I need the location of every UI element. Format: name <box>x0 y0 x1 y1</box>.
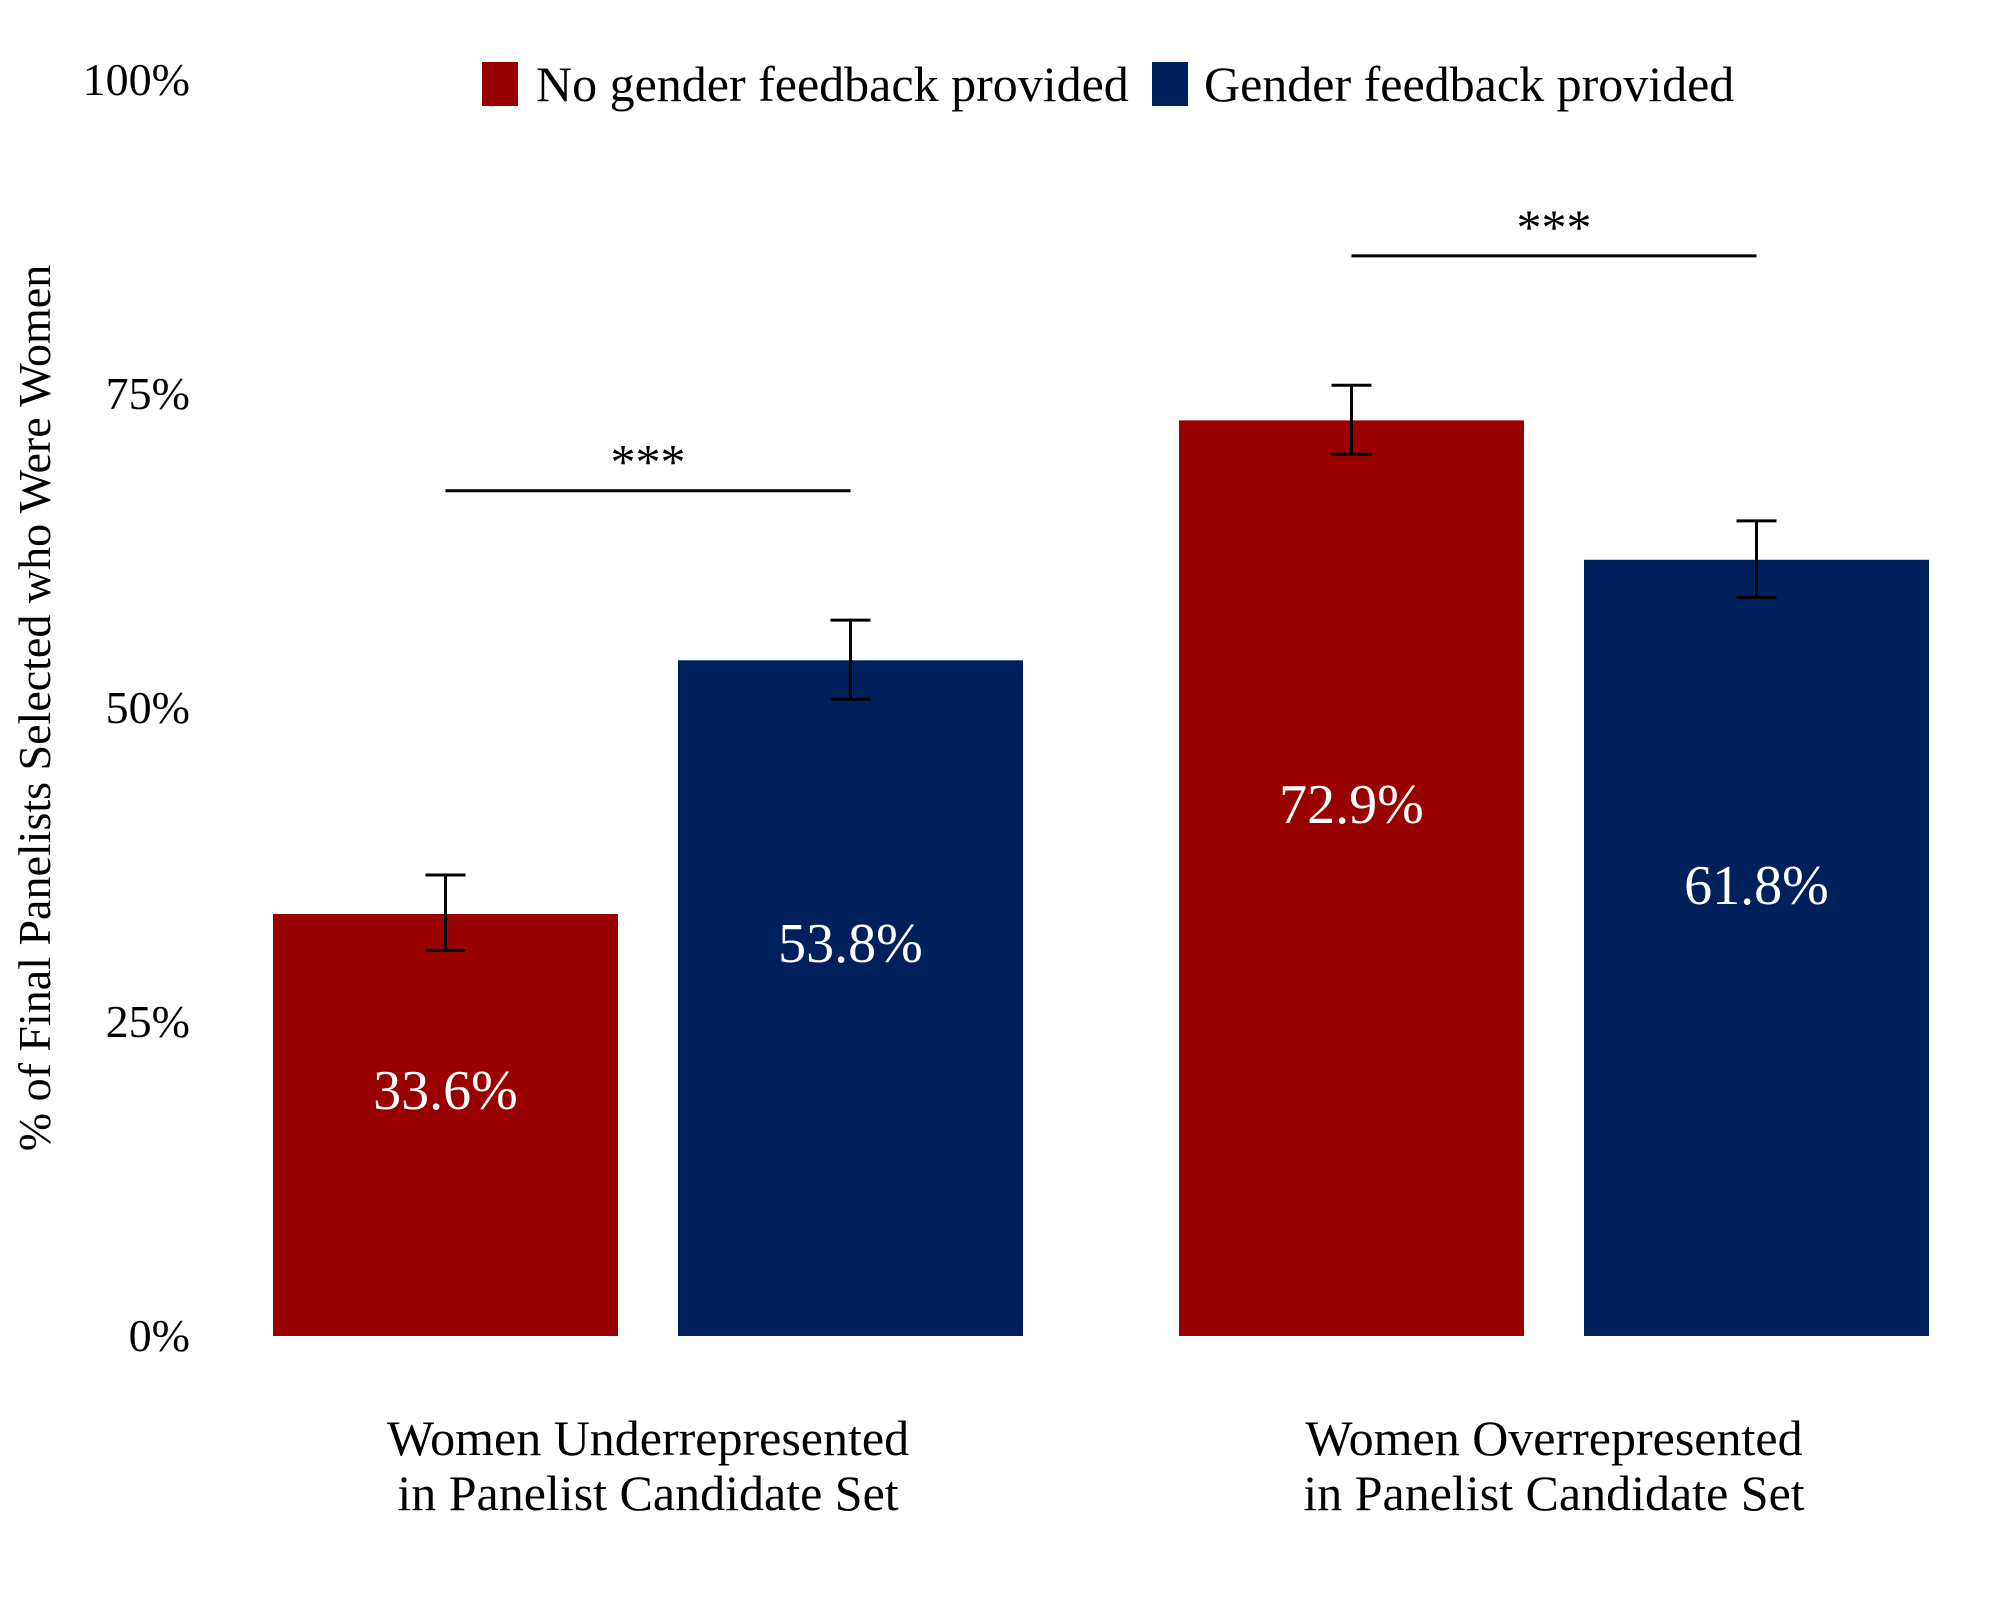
bars <box>273 420 1929 1337</box>
bar-value-labels: 33.6% 72.9% 53.8% 61.8% <box>373 774 1829 1122</box>
bar <box>678 660 1023 1336</box>
bar-value-label: 72.9% <box>1279 774 1424 836</box>
bar-value-label: 33.6% <box>373 1060 518 1122</box>
y-tick-label: 100% <box>83 54 190 105</box>
bar <box>1179 420 1524 1337</box>
legend-swatch <box>482 62 518 106</box>
bar <box>1584 559 1929 1336</box>
y-tick-label: 0% <box>129 1310 190 1361</box>
legend: No gender feedback provided Gender feedba… <box>482 56 1734 112</box>
bar-value-label: 53.8% <box>778 913 923 975</box>
y-tick-label: 50% <box>106 682 190 733</box>
error-bars <box>425 383 1777 952</box>
significance-label: *** <box>611 434 686 490</box>
category-label-line2: in Panelist Candidate Set <box>1303 1465 1804 1521</box>
significance-label: *** <box>1517 199 1592 255</box>
bar-value-label: 61.8% <box>1684 855 1829 917</box>
legend-entry: Gender feedback provided <box>1204 56 1734 112</box>
y-axis-label: % of Final Panelists Selected who Were W… <box>9 265 60 1151</box>
legend-entry: No gender feedback provided <box>536 56 1129 112</box>
legend-swatch <box>1152 62 1188 106</box>
bar <box>273 913 618 1336</box>
category-label-line1: Women Overrepresented <box>1305 1410 1802 1466</box>
y-tick-label: 25% <box>106 996 190 1047</box>
significance-markers: *** *** <box>445 199 1757 493</box>
y-tick-label: 75% <box>106 368 190 419</box>
y-axis-ticks: 0% 25% 50% 75% 100% <box>83 54 190 1361</box>
category-label-line1: Women Underrepresented <box>387 1410 909 1466</box>
category-label-line2: in Panelist Candidate Set <box>397 1465 898 1521</box>
